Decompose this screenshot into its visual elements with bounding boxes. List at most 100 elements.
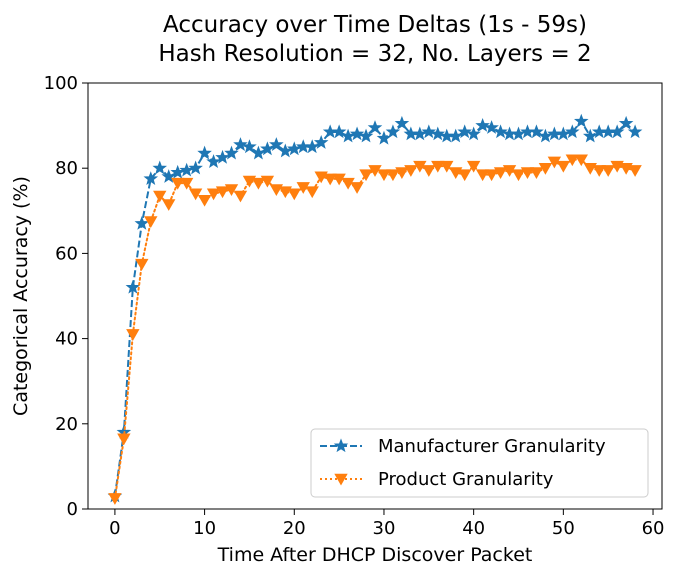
data-point (538, 128, 553, 143)
data-point (188, 188, 203, 201)
data-point (224, 145, 239, 160)
data-point (313, 134, 329, 149)
data-point (511, 169, 526, 182)
data-point (179, 162, 194, 177)
data-point (520, 167, 535, 179)
data-point (323, 173, 337, 186)
series-2 (108, 154, 642, 505)
data-point (583, 163, 597, 175)
chart-title-line1: Accuracy over Time Deltas (1s - 59s) (163, 12, 587, 38)
data-point (529, 124, 544, 139)
data-point (296, 182, 310, 194)
y-axis-ticks: 0 20 40 60 80 100 (44, 73, 88, 520)
data-point (511, 126, 526, 141)
data-point (448, 128, 463, 143)
data-point (431, 160, 445, 173)
data-point (368, 165, 382, 177)
x-tick-label: 30 (373, 518, 396, 539)
data-point (269, 184, 284, 197)
y-tick-label: 60 (55, 243, 78, 264)
data-point (359, 169, 373, 182)
data-point (206, 188, 221, 201)
data-point (609, 124, 625, 139)
data-point (466, 160, 481, 173)
data-point (395, 167, 409, 179)
data-point (574, 154, 588, 167)
data-point (206, 154, 221, 168)
data-point (125, 279, 141, 294)
data-point (260, 175, 275, 188)
data-point (484, 169, 499, 182)
data-point (287, 141, 302, 156)
data-point (529, 167, 544, 179)
data-point (582, 128, 598, 143)
data-point (170, 177, 185, 190)
series-1 (107, 113, 643, 503)
data-point (242, 139, 257, 154)
data-point (565, 124, 580, 139)
data-point (618, 115, 634, 130)
data-point (144, 216, 158, 228)
x-axis-ticks: 0 10 20 30 40 50 60 (109, 509, 664, 539)
series-layer (107, 113, 643, 505)
chart-title-line2: Hash Resolution = 32, No. Layers = 2 (158, 41, 591, 67)
data-point (349, 126, 365, 141)
data-point (153, 190, 167, 203)
data-point (108, 493, 122, 505)
data-point (117, 433, 131, 446)
data-point (233, 190, 248, 203)
x-tick-label: 20 (283, 518, 306, 539)
data-point (269, 137, 284, 151)
data-point (385, 124, 401, 139)
data-point (547, 156, 562, 169)
data-point (394, 115, 410, 130)
data-point (377, 169, 391, 182)
data-point (251, 177, 266, 190)
data-point (412, 126, 428, 141)
data-point (242, 175, 257, 188)
data-point (126, 329, 140, 341)
data-point (170, 164, 185, 179)
data-point (197, 145, 212, 160)
data-point (278, 186, 293, 199)
data-point (161, 169, 176, 183)
data-point (215, 186, 230, 199)
data-point (215, 149, 230, 164)
data-point (592, 165, 606, 177)
data-point (466, 126, 481, 141)
x-tick-label: 40 (462, 518, 485, 539)
legend-label: Manufacturer Granularity (378, 436, 606, 457)
data-point (152, 160, 168, 175)
y-tick-label: 0 (67, 499, 78, 520)
data-point (135, 258, 149, 271)
y-axis-label: Categorical Accuracy (%) (10, 176, 32, 416)
data-point (305, 186, 319, 199)
data-point (440, 160, 454, 173)
y-tick-label: 40 (55, 329, 78, 350)
data-point (574, 113, 589, 128)
legend: Manufacturer Granularity Product Granular… (310, 428, 649, 498)
data-point (430, 126, 446, 141)
legend-frame (310, 428, 649, 498)
data-point (538, 163, 553, 175)
data-point (601, 165, 615, 177)
data-point (404, 165, 418, 177)
data-point (179, 177, 194, 190)
data-point (341, 177, 355, 190)
data-point (484, 120, 499, 134)
legend-marker (334, 473, 348, 486)
data-point (233, 137, 248, 151)
data-point (493, 167, 508, 179)
data-point (628, 165, 642, 177)
data-point (376, 130, 392, 145)
data-point (565, 154, 580, 167)
legend-entries: Manufacturer Granularity Product Granular… (320, 436, 606, 490)
legend-label: Product Granularity (378, 469, 554, 490)
y-tick-label: 100 (44, 73, 78, 94)
data-point (556, 126, 571, 141)
data-point (260, 141, 275, 156)
plot-frame (87, 82, 663, 510)
x-tick-label: 60 (642, 518, 665, 539)
data-point (493, 124, 508, 139)
x-tick-label: 50 (552, 518, 575, 539)
